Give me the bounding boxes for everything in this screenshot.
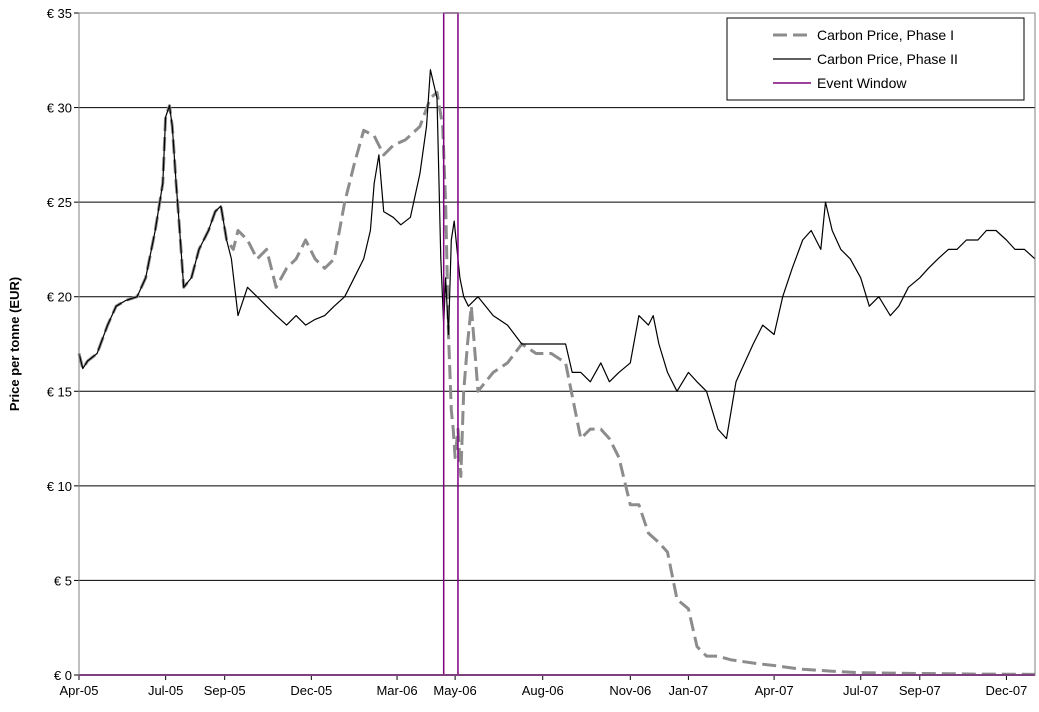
x-axis: Apr-05 Jul-05 Sep-05 Dec-05 Mar-06 May-06 Aug-… (59, 674, 1035, 698)
y-tick-label: € 0 (54, 668, 72, 683)
y-axis: € 0 € 5 € 10 € 15 € 20 € 25 € 30 € 35 (47, 6, 79, 683)
y-tick-label: € 35 (47, 6, 72, 21)
legend-label: Event Window (817, 75, 907, 91)
y-tick-label: € 30 (47, 101, 72, 116)
y-tick-label: € 5 (54, 573, 72, 588)
x-tick-label: Nov-06 (609, 683, 651, 698)
x-tick-label: Jan-07 (669, 683, 709, 698)
legend-label: Carbon Price, Phase I (817, 27, 954, 43)
y-tick-label: € 20 (47, 290, 72, 305)
series-line-phase-2 (78, 69, 1036, 440)
x-tick-label: Apr-05 (59, 683, 98, 698)
y-axis-title: Price per tonne (EUR) (7, 277, 22, 411)
series-line-phase-1 (77, 90, 1036, 676)
x-tick-label: Dec-05 (290, 683, 332, 698)
event-window-rect (442, 12, 459, 676)
x-tick-label: Sep-07 (899, 683, 941, 698)
x-tick-label: May-06 (433, 683, 476, 698)
x-tick-label: Apr-07 (755, 683, 794, 698)
x-tick-label: Aug-06 (522, 683, 564, 698)
series-layer (77, 69, 1036, 676)
x-tick-label: Dec-07 (985, 683, 1027, 698)
plot-frame-layer (78, 12, 1036, 676)
x-tick-label: Jul-05 (148, 683, 183, 698)
legend-label: Carbon Price, Phase II (817, 51, 958, 67)
legend: Carbon Price, Phase I Carbon Price, Phase… (726, 17, 1025, 101)
x-tick-label: Sep-05 (204, 683, 246, 698)
x-tick-label: Mar-06 (376, 683, 417, 698)
y-tick-label: € 25 (47, 195, 72, 210)
plot-frame (78, 12, 1036, 676)
y-tick-label: € 10 (47, 479, 72, 494)
x-tick-label: Jul-07 (843, 683, 878, 698)
y-tick-label: € 15 (47, 384, 72, 399)
